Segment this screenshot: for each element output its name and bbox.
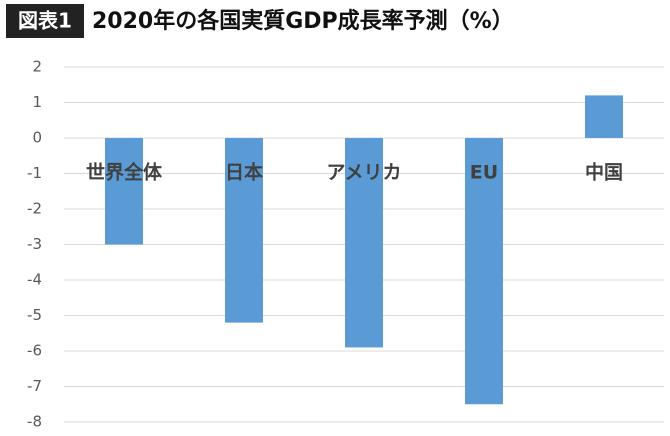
y-tick-label: 2: [32, 58, 42, 76]
bar: [465, 138, 503, 405]
x-tick-label: EU: [470, 162, 498, 184]
y-tick-label: 1: [32, 93, 42, 111]
chart-title: 2020年の各国実質GDP成長率予測（%）: [92, 8, 514, 34]
badge-bg: [6, 4, 84, 38]
bar: [105, 138, 143, 245]
x-tick-label: 中国: [585, 161, 623, 184]
bar: [585, 95, 623, 138]
badge: 図表1: [18, 9, 72, 33]
x-tick-label: 日本: [225, 161, 263, 184]
y-tick-label: -2: [27, 200, 42, 218]
bar: [345, 138, 383, 348]
x-tick-label: 世界全体: [86, 161, 163, 184]
y-tick-label: -6: [27, 342, 42, 360]
y-tick-label: -7: [27, 377, 42, 395]
y-tick-label: -5: [27, 306, 42, 324]
y-tick-label: -4: [27, 271, 42, 289]
x-tick-label: アメリカ: [326, 162, 401, 184]
bar: [225, 138, 263, 323]
y-tick-label: -1: [27, 164, 42, 182]
y-tick-label: 0: [32, 129, 42, 147]
y-tick-label: -3: [27, 235, 42, 253]
y-tick-label: -8: [27, 413, 42, 431]
